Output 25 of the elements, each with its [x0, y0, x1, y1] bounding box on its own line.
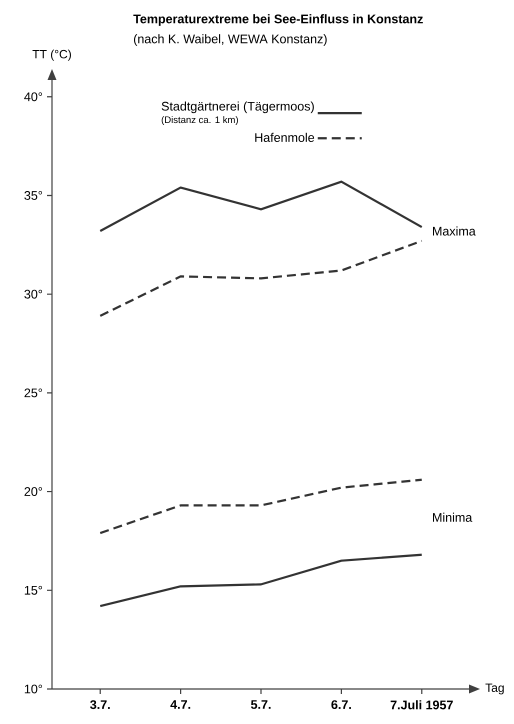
legend-label: Hafenmole	[255, 132, 314, 142]
y-tick-label: 40°	[24, 92, 42, 102]
annotation: Maxima	[433, 226, 476, 236]
line-series	[99, 554, 423, 608]
chart-title: Temperaturextreme bei See-Einfluss in Konstanz	[133, 14, 423, 26]
y-tick-label: 10°	[24, 684, 42, 694]
y-tick-label: 35°	[24, 191, 42, 200]
line-series	[99, 180, 423, 232]
legend-label: Stadtgärtnerei (Tägermoos)	[162, 101, 314, 114]
chart-subtitle: (nach K. Waibel, WEWA Konstanz)	[134, 34, 327, 46]
x-tick-label: 3.7.	[90, 700, 110, 710]
line-series	[99, 478, 423, 534]
y-axis-title: TT (°C)	[32, 50, 71, 61]
x-axis-title: Tag	[485, 684, 504, 694]
x-tick-label: 5.7.	[250, 700, 271, 709]
x-tick-label: 4.7.	[170, 700, 190, 709]
line-series	[99, 240, 423, 317]
y-tick-label: 20°	[24, 487, 42, 496]
x-tick-label: 7.Juli 1957	[390, 700, 453, 710]
y-tick-label: 30°	[24, 290, 42, 299]
y-tick-label: 15°	[24, 586, 42, 595]
x-tick-label: 6.7.	[331, 700, 351, 710]
annotation: Minima	[433, 512, 472, 522]
annotation: (Distanz ca. 1 km)	[162, 116, 238, 125]
y-tick-label: 25°	[24, 388, 42, 398]
